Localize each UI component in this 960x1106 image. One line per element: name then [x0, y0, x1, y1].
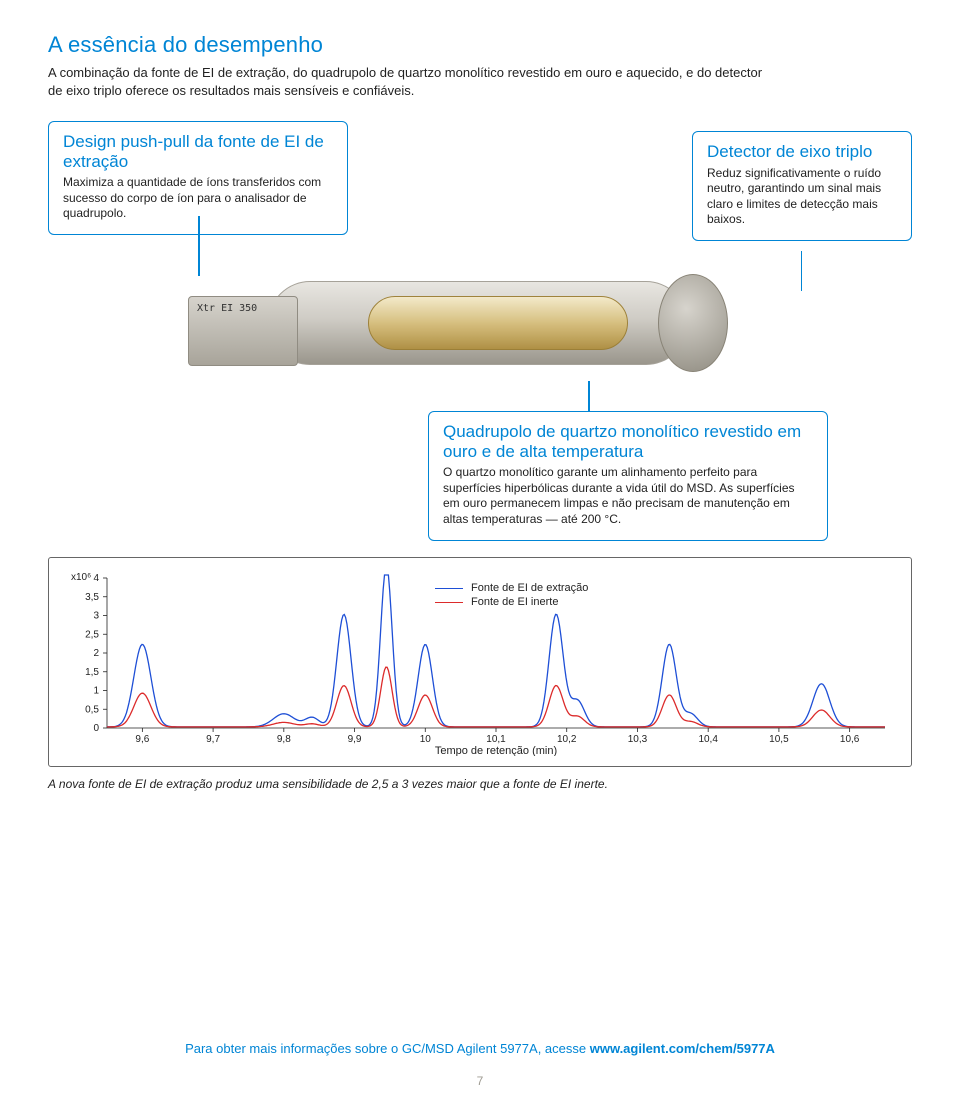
callout-body: Maximiza a quantidade de íons transferid… [63, 175, 333, 222]
callout-detector: Detector de eixo triplo Reduz significat… [692, 131, 912, 241]
svg-text:4: 4 [93, 573, 99, 584]
svg-text:10,5: 10,5 [769, 734, 789, 745]
instrument-diagram: Design push-pull da fonte de EI de extra… [48, 121, 912, 551]
svg-text:2: 2 [93, 648, 99, 659]
footer-prefix: Para obter mais informações sobre o GC/M… [185, 1041, 590, 1056]
callout-body: O quartzo monolítico garante um alinhame… [443, 465, 813, 527]
callout-leader [801, 251, 803, 291]
chart-legend: Fonte de EI de extração Fonte de EI inert… [435, 582, 588, 610]
svg-text:10,6: 10,6 [840, 734, 860, 745]
svg-text:9,8: 9,8 [277, 734, 291, 745]
instrument-render: Xtr EI 350 [188, 256, 748, 396]
instrument-label: Xtr EI 350 [197, 303, 257, 314]
svg-text:x10⁶: x10⁶ [71, 572, 91, 583]
legend-label: Fonte de EI de extração [471, 582, 588, 594]
svg-text:10,4: 10,4 [698, 734, 718, 745]
callout-quadrupole: Quadrupolo de quartzo monolítico revesti… [428, 411, 828, 540]
svg-text:Tempo de retenção (min): Tempo de retenção (min) [435, 745, 557, 756]
legend-item: Fonte de EI de extração [435, 582, 588, 594]
callout-title: Detector de eixo triplo [707, 142, 897, 162]
svg-text:3,5: 3,5 [85, 592, 99, 603]
svg-text:0: 0 [93, 723, 99, 734]
page-title: A essência do desempenho [48, 32, 912, 58]
callout-leader [588, 381, 590, 411]
svg-text:10: 10 [420, 734, 432, 745]
legend-item: Fonte de EI inerte [435, 596, 588, 608]
footer-link: Para obter mais informações sobre o GC/M… [0, 1041, 960, 1056]
page-description: A combinação da fonte de EI de extração,… [48, 64, 768, 99]
svg-text:10,2: 10,2 [557, 734, 577, 745]
svg-text:10,3: 10,3 [628, 734, 648, 745]
footer-url[interactable]: www.agilent.com/chem/5977A [590, 1041, 775, 1056]
svg-text:1: 1 [93, 686, 99, 697]
svg-text:3: 3 [93, 611, 99, 622]
svg-text:1,5: 1,5 [85, 667, 99, 678]
legend-swatch [435, 588, 463, 589]
legend-label: Fonte de EI inerte [471, 596, 558, 608]
svg-text:9,6: 9,6 [135, 734, 149, 745]
page-number: 7 [0, 1074, 960, 1088]
callout-title: Quadrupolo de quartzo monolítico revesti… [443, 422, 813, 461]
chart-caption: A nova fonte de EI de extração produz um… [48, 777, 912, 791]
svg-text:9,9: 9,9 [348, 734, 362, 745]
svg-text:10,1: 10,1 [486, 734, 506, 745]
chromatogram-chart: x10⁶ 0 0,5 1 1,5 2 2,5 3 3,5 4 9,6 9,7 9,8 9,9 10 10,1 1… [48, 557, 912, 767]
callout-body: Reduz significativamente o ruído neutro,… [707, 166, 897, 228]
legend-swatch [435, 602, 463, 603]
callout-title: Design push-pull da fonte de EI de extra… [63, 132, 333, 171]
svg-text:2,5: 2,5 [85, 629, 99, 640]
svg-text:9,7: 9,7 [206, 734, 220, 745]
svg-text:0,5: 0,5 [85, 704, 99, 715]
